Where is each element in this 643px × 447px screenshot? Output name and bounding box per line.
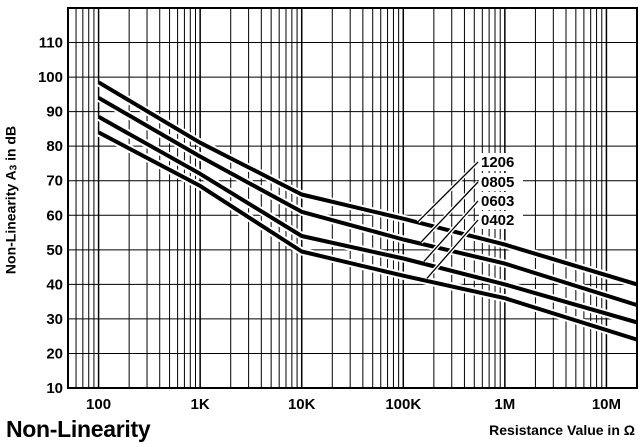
y-tick-label: 100	[38, 69, 63, 86]
y-tick-label: 110	[39, 35, 63, 52]
x-tick-labels: 100 1K 10K 100K 1M 10M	[86, 396, 621, 413]
x-tick-label: 10K	[288, 396, 316, 413]
y-tick-label: 30	[46, 311, 63, 328]
legend-label-bg-1206	[479, 153, 523, 171]
x-tick-label: 100	[86, 396, 111, 413]
legend-label-1206: 1206	[481, 154, 514, 171]
series-line-0402	[97, 130, 638, 342]
y-tick-label: 10	[46, 380, 63, 397]
y-tick-label: 70	[46, 173, 63, 190]
legend-leader-0805	[420, 181, 479, 243]
y-axis-label: Non-Linearity A3 in dB	[3, 126, 20, 274]
y-axis-label-tail: in dB	[2, 125, 19, 165]
y-tick-label: 20	[46, 345, 63, 362]
x-tick-label: 100K	[385, 396, 421, 413]
legend-label-0402: 0402	[481, 212, 514, 229]
grid	[67, 8, 638, 389]
chart-title: Non-Linearity	[6, 416, 151, 442]
y-axis-label-subscript: 3	[8, 164, 20, 171]
x-tick-label: 1K	[191, 396, 210, 413]
legend-label-0603: 0603	[481, 193, 514, 210]
series-line-0805	[97, 96, 638, 308]
legend-leader-1206	[417, 161, 479, 223]
y-tick-label: 80	[46, 138, 63, 155]
x-tick-label: 1M	[494, 396, 515, 413]
y-axis-label-main: Non-Linearity A	[2, 170, 19, 275]
y-tick-labels: 10 20 30 40 50 60 70 80 90 100 110	[38, 35, 63, 397]
y-axis-label-container: Non-Linearity A3 in dB	[0, 0, 22, 380]
legend-label-bg-0603	[479, 192, 523, 210]
y-tick-label: 50	[46, 242, 63, 259]
legend: 1206 0805 0603 0402	[479, 153, 523, 229]
legend-leaders	[416, 160, 480, 280]
x-tick-label: 10M	[592, 396, 621, 413]
legend-label-0805: 0805	[481, 174, 514, 191]
y-tick-label: 60	[46, 207, 63, 224]
legend-leader-0402	[426, 219, 479, 279]
y-tick-label: 40	[46, 276, 63, 293]
legend-label-bg-0805	[479, 173, 523, 191]
series-line-0603	[97, 115, 638, 325]
series-layer	[96, 78, 639, 344]
legend-leader-0603	[423, 200, 479, 262]
x-axis-label: Resistance Value in Ω	[489, 422, 635, 438]
series-line-1206	[97, 80, 638, 287]
y-tick-label: 90	[46, 104, 63, 121]
plot-frame	[67, 7, 638, 389]
legend-label-bg-0402	[479, 211, 523, 229]
